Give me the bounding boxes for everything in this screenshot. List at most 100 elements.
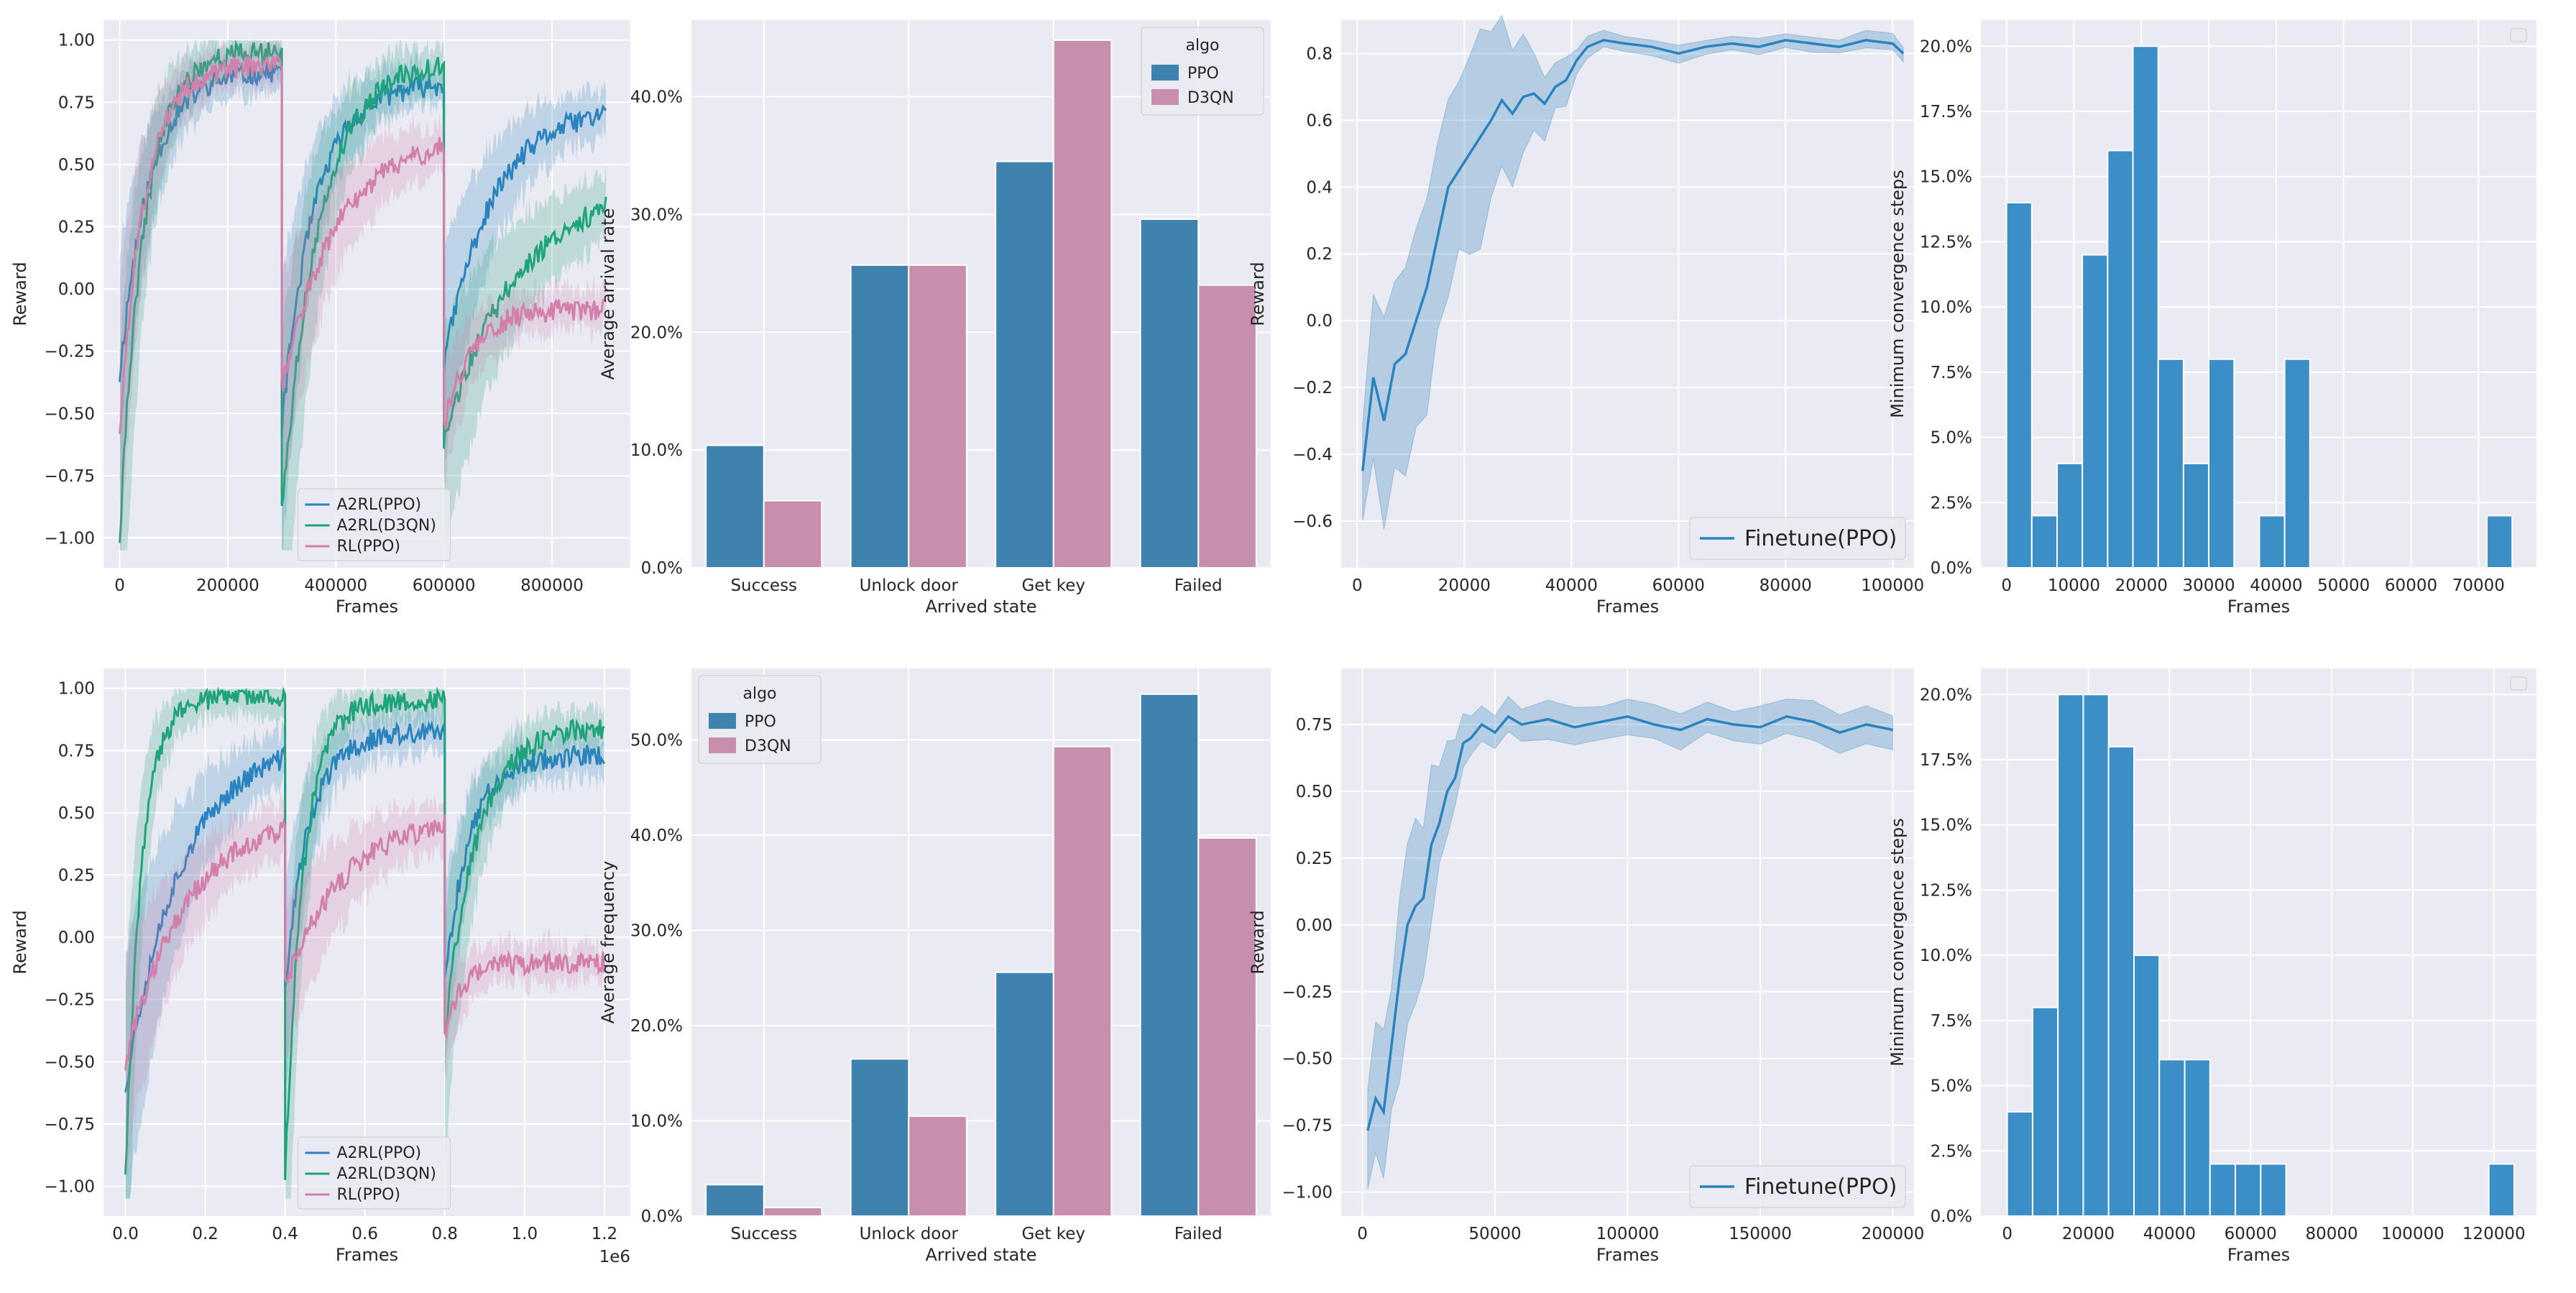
bar-PPO-failed [1139, 218, 1200, 569]
legend-title: algo [742, 685, 776, 703]
y-axis-label: Reward [10, 910, 30, 974]
confidence-band-finetune [1367, 695, 1893, 1190]
x-tick-label: 1.0 [512, 1225, 538, 1243]
y-tick-label: 50.0% [630, 731, 683, 750]
y-tick-label: −0.25 [1282, 983, 1333, 1002]
bar-PPO-unlock-door [850, 264, 910, 569]
y-tick-label: 20.0% [1920, 686, 1972, 704]
y-tick-label: −0.75 [45, 467, 95, 486]
y-tick-label: 15.0% [1920, 816, 1972, 835]
x-tick-label: 80000 [1760, 576, 1812, 595]
histogram-bar [2132, 45, 2159, 569]
y-tick-label: 30.0% [630, 921, 683, 940]
y-tick-label: 0.6 [1306, 111, 1333, 130]
histogram-bar [2107, 745, 2135, 1218]
histogram-bar [2133, 954, 2161, 1217]
confidence-band-A2RL(D3QN) [125, 688, 604, 1199]
y-tick-label: 0.0% [1931, 559, 1972, 578]
series-line-A2RL(PPO) [124, 719, 606, 1092]
bar-PPO-success [705, 444, 765, 569]
confidence-band-RL(PPO) [119, 40, 607, 551]
x-tick-label: 80000 [2305, 1225, 2358, 1243]
y-tick-label: −1.00 [45, 529, 95, 548]
histogram-bar [2082, 694, 2110, 1217]
x-tick-label: 40000 [2250, 576, 2302, 595]
x-tick-label: 20000 [2062, 1225, 2115, 1243]
bar-PPO-unlock-door [850, 1058, 910, 1217]
histogram-bar [2006, 1110, 2033, 1218]
y-tick-label: 10.0% [630, 441, 683, 460]
x-tick-label: 400000 [304, 576, 367, 595]
x-tick-label: 40000 [2143, 1225, 2196, 1243]
x-tick-label: 120000 [2462, 1225, 2526, 1243]
y-tick-label: −0.75 [1282, 1117, 1333, 1136]
y-tick-label: −0.2 [1292, 379, 1333, 397]
legend-label: RL(PPO) [337, 538, 401, 556]
x-tick-label: 20000 [2115, 576, 2168, 595]
x-tick-label: 0.8 [431, 1225, 458, 1243]
chart-panel-bottom-convergence-histogram: 0.0% 2.5% 5.0% 7.5% 10.0% 12.5% 15.0% 17.5% 20.0… [1887, 668, 2536, 1265]
x-tick-label: 1.2 [592, 1225, 618, 1243]
y-tick-label: 1.00 [58, 32, 95, 50]
histogram-bar [2258, 515, 2286, 569]
y-axis-label: Reward [10, 262, 30, 326]
histogram-bar [2107, 149, 2134, 569]
y-tick-label: 10.0% [1920, 947, 1972, 965]
bar-PPO-get-key [995, 971, 1054, 1218]
histogram-bar [2235, 1163, 2262, 1218]
x-tick-label: 100000 [2381, 1225, 2444, 1243]
confidence-band-A2RL(PPO) [119, 40, 607, 551]
x-tick-label: 0 [2001, 576, 2012, 595]
y-tick-label: −0.50 [45, 1053, 95, 1072]
legend-box [1689, 1165, 1906, 1208]
x-tick-label: 800000 [520, 576, 584, 595]
y-tick-label: 17.5% [1920, 751, 1972, 770]
y-tick-label: 20.0% [630, 323, 683, 342]
legend-label: Finetune(PPO) [1744, 526, 1897, 551]
legend-swatch [1151, 65, 1179, 80]
y-tick-label: 0.00 [58, 929, 95, 947]
y-tick-label: 0.50 [58, 156, 95, 175]
legend-label: A2RL(PPO) [337, 1144, 422, 1162]
y-tick-label: 20.0% [630, 1017, 683, 1036]
x-tick-label: 0.6 [351, 1225, 378, 1243]
chart-panel-bottom-left-reward-curves: −1.00−0.75−0.50−0.250.000.250.500.751.00… [10, 668, 630, 1266]
histogram-bar [2182, 462, 2210, 569]
y-tick-label: 12.5% [1920, 233, 1972, 252]
y-tick-label: 0.0 [1306, 312, 1333, 331]
y-tick-label: 0.50 [58, 804, 95, 823]
y-tick-label: 7.5% [1931, 1012, 1972, 1031]
y-tick-label: 10.0% [1920, 298, 1972, 317]
x-tick-label: 60000 [2225, 1225, 2277, 1243]
x-tick-label: 600000 [413, 576, 476, 595]
series-line-RL(PPO) [119, 54, 607, 434]
y-tick-label: 2.5% [1931, 494, 1972, 512]
y-tick-label: 0.4 [1306, 178, 1333, 197]
x-tick-label: 0.2 [192, 1225, 218, 1243]
y-tick-label: 0.8 [1306, 45, 1333, 63]
legend-label: D3QN [745, 737, 791, 755]
y-tick-label: 0.25 [58, 866, 95, 885]
histogram-bar [2260, 1163, 2287, 1218]
legend-title: algo [1185, 37, 1219, 55]
histogram-bar [2056, 462, 2084, 569]
histogram-bar [2486, 515, 2513, 569]
y-tick-label: 0.2 [1306, 245, 1333, 264]
chart-panel-top-finetune-curve: −0.6 −0.4 −0.2 0.0 0.2 0.4 0.6 0.8 Reward 0 20000 4… [1248, 14, 1924, 617]
confidence-band-A2RL(PPO) [125, 699, 604, 1199]
x-tick-label: Unlock door [860, 576, 959, 595]
histogram-bar [2283, 358, 2311, 569]
x-tick-label: Success [730, 1225, 797, 1243]
x-tick-label: 0 [114, 576, 125, 595]
y-tick-label: 5.0% [1931, 1077, 1972, 1096]
x-tick-label: Get key [1021, 1225, 1085, 1243]
x-tick-label: 40000 [1545, 576, 1598, 595]
y-tick-label: −0.25 [45, 991, 95, 1010]
y-tick-label: 0.0% [641, 1207, 683, 1226]
y-tick-label: −0.6 [1292, 512, 1333, 531]
x-tick-label: Failed [1174, 1225, 1223, 1243]
y-axis-label: Reward [1248, 910, 1268, 974]
confidence-band-RL(PPO) [125, 784, 604, 1177]
bar-D3QN-failed [1197, 284, 1257, 569]
y-tick-label: 10.0% [630, 1112, 683, 1131]
